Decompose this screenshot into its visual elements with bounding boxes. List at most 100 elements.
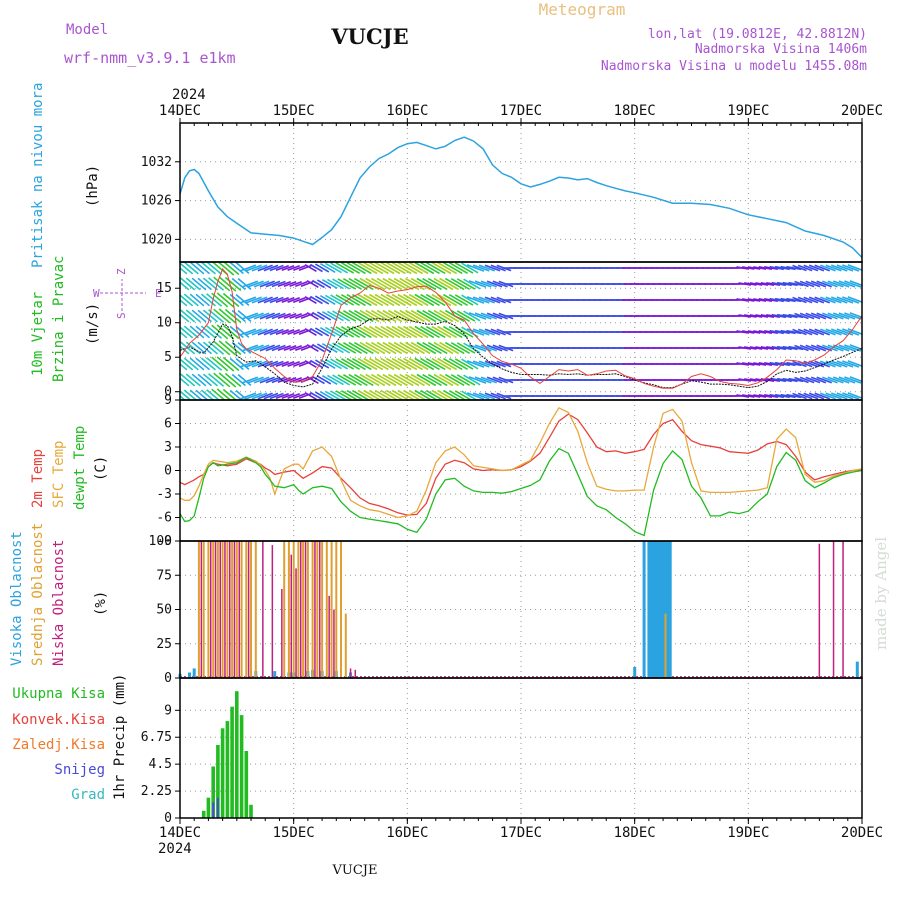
mid-cloud-bar [297,541,300,678]
wind-arrow [774,329,790,335]
wind-arrow [316,343,332,353]
wind-arrow [253,280,270,288]
ytick-label: 1026 [141,194,172,209]
ticks-layer: 14DEC 14DEC 15DEC 15DEC 16DEC 16DEC 17DEC 17DEC… [141,103,883,841]
wind-arrow [769,329,785,335]
wind-arrow [335,326,355,338]
wind-arrow [833,280,850,288]
wind-arrow [374,357,395,371]
wind-arrow [492,312,508,320]
wind-arrow [425,325,446,339]
wind-arrow [253,344,270,352]
wind-arrow [332,374,351,386]
compass-west: W [93,287,100,300]
wind-arrow [251,392,268,400]
wind-arrow [782,377,798,383]
wind-arrow [799,376,815,384]
mid-cloud-bar [316,541,319,678]
wind-arrow [357,262,378,275]
wind-arrow [247,376,264,384]
wind-arrow [352,293,372,307]
wind-arrow [425,262,446,275]
wind-arrow [340,358,361,370]
wind-arrow [240,328,257,336]
high-cloud-bar [652,541,656,678]
high-cloud-bar [656,541,660,678]
wind-arrow [816,376,832,384]
xtick-label-top: 17DEC [500,103,542,119]
wind-arrow [454,358,474,370]
wind-arrow [183,357,199,371]
wind-arrow [206,357,223,371]
wind-arrow [363,293,384,307]
low-cloud-bar [314,541,316,678]
wind-arrow [218,340,237,356]
wind-arrow [283,280,297,288]
wind-arrow [354,341,374,355]
high-cloud-bar [188,672,191,678]
compass-north: Z [115,268,128,275]
wind-arrow [183,293,199,307]
wind-arrow [827,312,844,320]
wind-arrow [237,373,252,387]
wind-arrow [277,312,291,320]
wind-arrow [776,345,792,351]
wind-arrow [743,346,757,350]
wind-arrow [359,309,380,323]
wind-arrow [197,341,213,355]
wind-arrow [749,346,763,350]
wind-arrow [330,294,349,306]
wind-arrow [346,262,366,275]
wind-arrow [180,377,190,387]
wind-arrow [758,394,773,398]
wind-arrow [427,373,448,387]
ytick-label: 1020 [141,232,172,247]
wind-arrow [191,277,207,291]
wind-arrow [842,296,860,304]
wind-arrow [293,297,306,303]
temp-vlabel-1: 2m Temp [30,449,46,508]
wind-arrow [295,281,308,287]
low-cloud-bar [229,541,231,678]
wind-arrow [287,393,300,399]
wind-arrow [237,277,252,291]
wind-arrow [416,309,437,323]
total-precip-bar [239,715,244,818]
wind-arrow [820,296,836,304]
wind-arrow [816,312,832,320]
wind-arrow [486,280,503,288]
wind-arrow [792,296,807,304]
wind-arrow [747,330,761,334]
wind-arrow [450,310,471,322]
high-cloud-bar [649,541,653,678]
wind-arrow [293,265,306,271]
ytick-label: 75 [156,568,172,583]
wind-arrow [200,262,217,275]
wind-arrow [405,341,425,355]
ytick-label: 25 [156,637,172,652]
wind-arrow [222,356,240,372]
wind-arrow [354,373,374,387]
wind-arrow [325,358,342,370]
wind-arrow [749,378,763,382]
wind-arrow [410,309,431,323]
wind-arrow [448,358,469,370]
wind-arrow [222,324,240,340]
wind-arrow [195,325,211,339]
mid-cloud-bar [207,541,210,678]
wind-arrow [287,329,300,335]
wind-arrow [200,293,217,307]
xtick-label-bottom: 17DEC [500,825,542,841]
wind-arrow [251,264,268,272]
wind-arrow [427,277,448,291]
wind-arrow [242,344,259,352]
wind-arrow [849,344,862,351]
precip-ylabel: 1hr Precip (mm) [112,674,128,800]
low-cloud-bar [247,541,250,678]
wind-arrow [822,344,838,352]
wind-arrow [391,357,412,371]
wind-arrow [281,296,295,304]
wind-arrow [454,326,474,338]
wind-arrow [842,360,860,368]
temp-dewpt-line [179,447,863,537]
